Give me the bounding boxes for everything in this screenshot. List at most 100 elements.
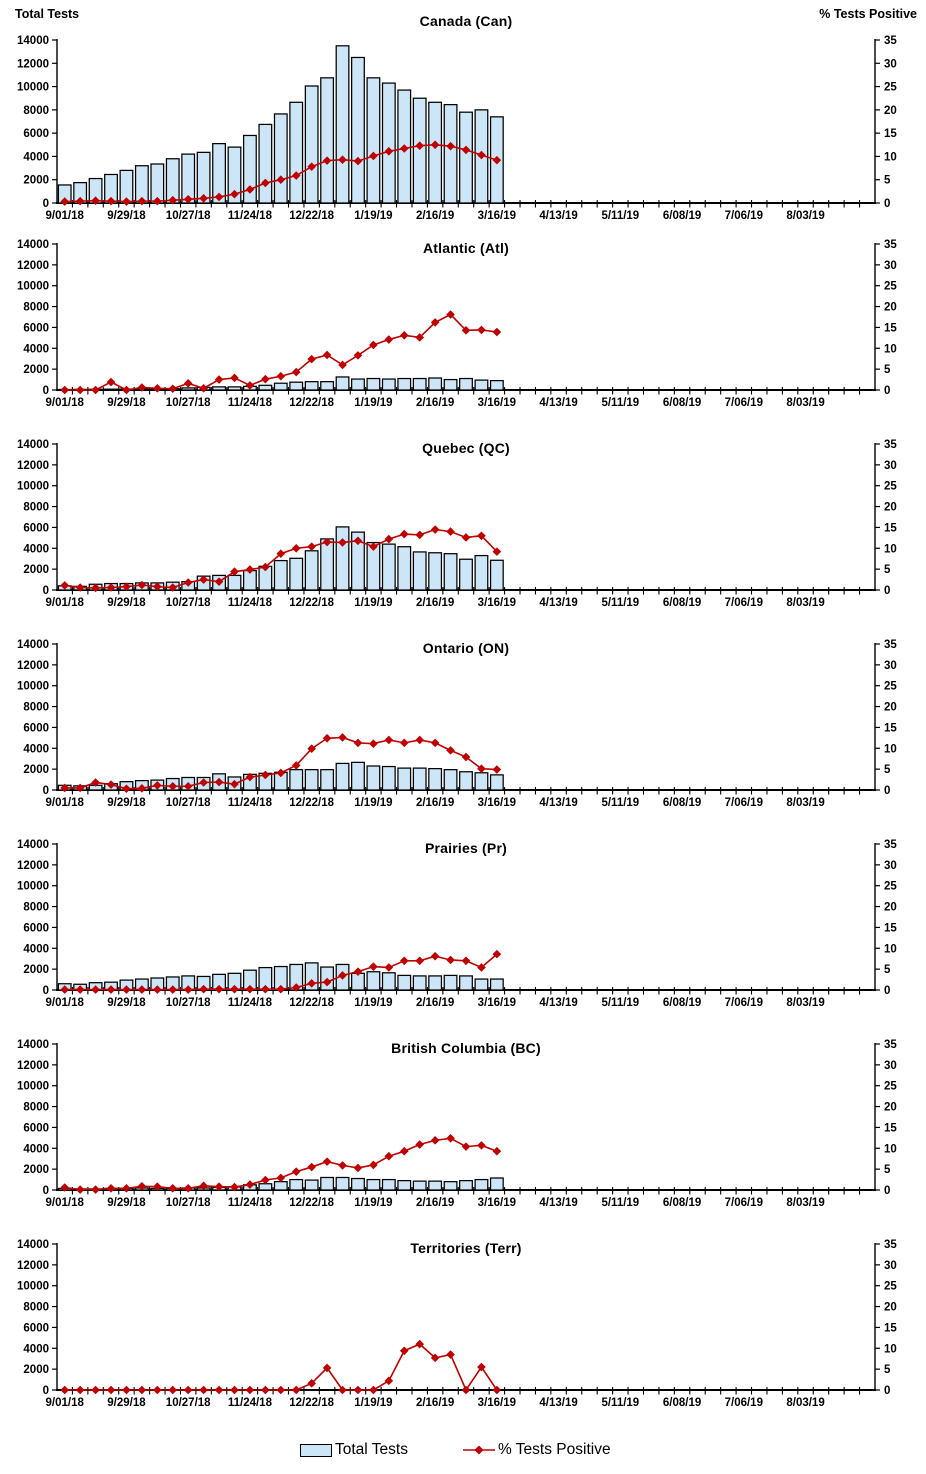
pct-positive-point	[338, 1385, 347, 1395]
y-axis-left-label: 4000	[23, 543, 49, 555]
bar-total-tests	[335, 526, 350, 591]
x-axis-label: 5/11/19	[601, 1197, 639, 1209]
panel-ontario: Ontario (ON) 0 2000 4000 6000 8000 10000 12000…	[0, 630, 926, 830]
bar-total-tests	[489, 1177, 504, 1191]
y-axis-right-label: 5	[884, 964, 891, 976]
y-axis-right-label: 15	[884, 128, 897, 140]
y-axis-left-label: 4000	[23, 343, 49, 355]
pct-positive-point	[384, 534, 394, 544]
y-axis-left-label: 14000	[17, 639, 49, 651]
y-axis-right-label: 15	[884, 722, 897, 734]
x-axis-label: 10/27/18	[166, 597, 211, 609]
panel-title-ontario: Ontario (ON)	[422, 640, 510, 656]
pct-positive-point	[338, 538, 347, 547]
y-axis-right-label: 15	[884, 922, 897, 934]
pct-positive-point	[75, 783, 85, 793]
y-axis-right-label: 30	[884, 460, 897, 472]
x-axis-label: 8/03/19	[786, 1397, 824, 1409]
pct-positive-point	[415, 956, 424, 966]
bar-total-tests	[474, 1178, 489, 1191]
x-axis-label: 4/13/19	[539, 597, 577, 609]
bar-total-tests	[489, 559, 504, 591]
x-axis-label: 4/13/19	[539, 997, 577, 1009]
pct-positive-point	[168, 985, 178, 994]
pct-positive-point	[230, 779, 239, 789]
pct-positive-point	[91, 385, 100, 395]
pct-positive-point	[291, 1385, 301, 1395]
x-axis-label: 2/16/19	[416, 397, 454, 409]
bar-total-tests	[459, 975, 473, 991]
x-axis-label: 9/29/18	[107, 397, 146, 409]
pct-positive-point	[153, 384, 162, 393]
panel-title-prairies: Prairies (Pr)	[425, 840, 507, 856]
panel-title-quebec: Quebec (QC)	[422, 440, 510, 456]
bar-total-tests	[489, 978, 504, 991]
y-axis-right-label: 5	[884, 1364, 891, 1376]
chart-canvas-quebec: 0 2000 4000 6000 8000 10000 12000 14000 0 5 10 15 20…	[17, 439, 897, 609]
pct-positive-point	[492, 949, 502, 959]
y-axis-right-label: 30	[884, 1060, 897, 1072]
y-axis-left-label: 8000	[23, 302, 49, 314]
y-axis-right-label: 10	[884, 1143, 897, 1155]
bar-total-tests	[335, 45, 350, 204]
bar-total-tests	[320, 769, 335, 791]
y-axis-right-label: 0	[884, 385, 890, 397]
pct-positive-point	[122, 985, 131, 994]
y-axis-right-label: 0	[884, 1185, 890, 1197]
pct-positive-point	[338, 1161, 347, 1170]
pct-positive-point	[384, 963, 394, 972]
y-axis-left-label: 10000	[17, 1281, 49, 1293]
bar-total-tests	[304, 381, 319, 391]
pct-positive-point	[338, 155, 347, 164]
bar-total-tests	[428, 377, 443, 391]
pct-positive-point	[322, 733, 332, 743]
pct-positive-point	[492, 547, 502, 556]
y-axis-right-label: 20	[884, 702, 897, 714]
x-axis-label: 1/19/19	[354, 397, 392, 409]
y-axis-right-label: 5	[884, 764, 891, 776]
chart-canvas-territories: 0 2000 4000 6000 8000 10000 12000 14000 0 5 10 15 20…	[17, 1239, 897, 1409]
pct-positive-point	[291, 1167, 301, 1176]
pct-positive-point	[307, 1379, 316, 1388]
y-axis-right-label: 5	[884, 1164, 891, 1176]
pct-positive-point	[91, 196, 100, 205]
y-axis-right-label: 15	[884, 1122, 897, 1134]
pct-positive-point	[122, 1184, 131, 1193]
pct-positive-point	[399, 1146, 409, 1156]
y-axis-left-label: 10000	[17, 281, 49, 293]
x-axis-label: 9/29/18	[107, 797, 146, 809]
pct-positive-point	[477, 1141, 486, 1150]
pct-positive-point	[353, 738, 363, 748]
x-axis-label: 6/08/19	[663, 997, 701, 1009]
bar-total-tests	[443, 769, 458, 791]
y-axis-right-label: 35	[884, 239, 897, 251]
pct-positive-point	[446, 1350, 455, 1359]
bar-total-tests	[242, 134, 257, 204]
x-axis-label: 8/03/19	[786, 797, 824, 809]
bar-total-tests	[351, 761, 365, 791]
y-axis-left-label: 10000	[17, 1081, 49, 1093]
y-axis-left-label: 4000	[23, 1343, 49, 1355]
pct-positive-point	[415, 1339, 424, 1349]
y-axis-left-label: 14000	[17, 35, 49, 47]
pct-positive-point	[183, 194, 193, 204]
pct-positive-point	[446, 1133, 455, 1143]
x-axis-label: 7/06/19	[725, 597, 763, 609]
bar-total-tests	[181, 387, 196, 391]
bar-total-tests	[366, 77, 381, 204]
pct-positive-point	[430, 738, 440, 748]
y-axis-right-label: 0	[884, 198, 890, 210]
bar-total-tests	[459, 771, 473, 791]
pct-positive-point	[338, 971, 347, 980]
pct-positive-point	[106, 196, 116, 206]
pct-positive-point	[430, 951, 440, 961]
pct-positive-point	[353, 351, 363, 360]
bar-total-tests	[227, 146, 242, 204]
pct-positive-point	[384, 735, 394, 745]
x-axis-label: 5/11/19	[601, 797, 639, 809]
pct-positive-point	[307, 744, 316, 754]
pct-positive-point	[261, 984, 270, 994]
y-axis-right-label: 15	[884, 322, 897, 334]
pct-positive-point	[214, 1385, 224, 1395]
y-axis-right-label: 5	[884, 564, 891, 576]
